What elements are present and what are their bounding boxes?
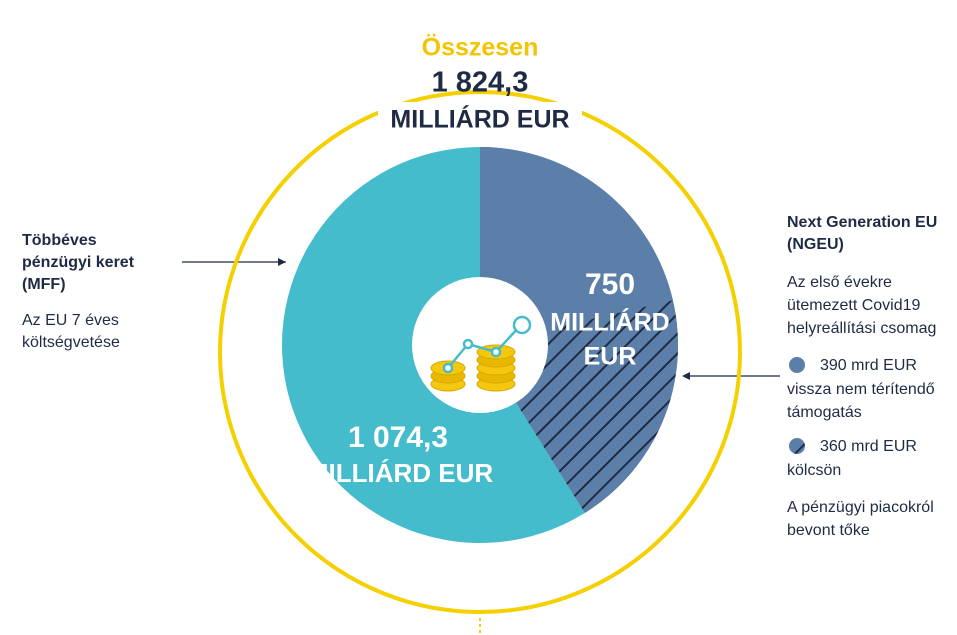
description: bevont tőke [787,522,870,539]
name-label: Next Generation EU [787,214,937,231]
arrow-head [682,372,690,380]
icon-dot [490,346,502,358]
description: Az EU 7 éves [22,312,119,329]
description: költségvetése [22,334,120,351]
icon-dot [442,362,454,374]
legend-dot [789,357,805,373]
description: A pénzügyi piacokról [787,499,934,516]
description: vissza nem térítendő [787,381,935,398]
description: támogatás [787,404,862,421]
title-bg [378,102,582,138]
icon-dot [462,338,474,350]
total-label: 1 824,3 [432,67,529,99]
total-unit: MILLIÁRD EUR [390,105,569,134]
description: Az első évekre [787,274,892,291]
name-label: (NGEU) [787,236,844,253]
chart-title: Összesen [422,33,539,62]
value-label: MILLIÁRD EUR [307,458,494,488]
value-label: EUR [584,343,637,371]
value-label: 1 074,3 [348,421,448,454]
name-label: Többéves [22,232,97,249]
arrow-head [278,258,286,266]
legend-dot [789,438,805,454]
description: helyreállítási csomag [787,320,936,337]
icon-line [447,325,521,369]
icon-euro [512,315,532,335]
value-label: 750 [585,268,635,301]
total-ring [218,90,742,614]
description: ütemezett Covid19 [787,297,921,314]
breakdown-slice [480,147,673,345]
center-hole [412,277,548,413]
name-label: (MFF) [22,276,66,293]
description: 390 mrd EUR [820,357,917,374]
value-label: MILLIÁRD [550,308,669,337]
description: 360 mrd EUR [820,438,917,455]
name-label: pénzügyi keret [22,254,135,271]
description: kölcsön [787,462,841,479]
